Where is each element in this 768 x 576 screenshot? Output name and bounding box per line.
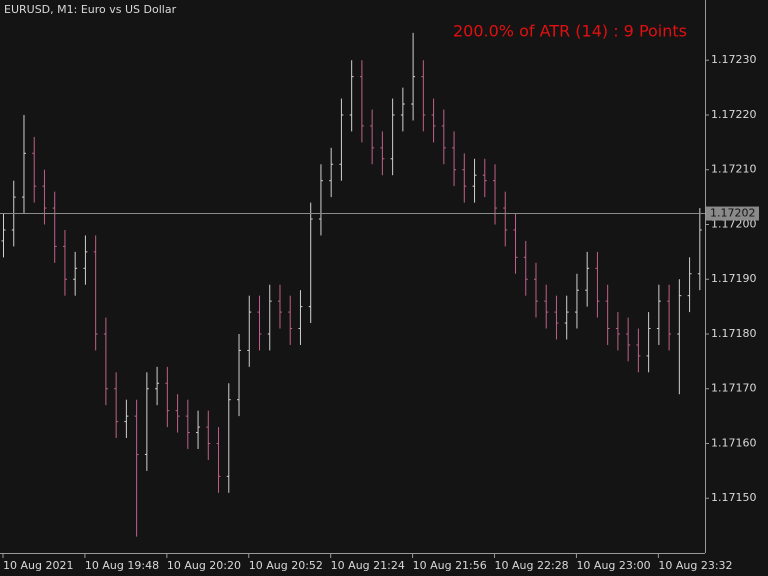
- y-tick-label: 1.17220: [711, 108, 757, 121]
- y-tick-label: 1.17210: [711, 163, 757, 176]
- y-tick-label: 1.17150: [711, 491, 757, 504]
- x-tick-label: 10 Aug 19:48: [85, 559, 159, 572]
- x-tick-label: 10 Aug 23:00: [576, 559, 650, 572]
- y-tick-label: 1.17160: [711, 436, 757, 449]
- current-price-box: [706, 206, 759, 221]
- x-tick-label: 10 Aug 20:20: [167, 559, 241, 572]
- y-tick-label: 1.17200: [711, 217, 757, 230]
- x-tick-label: 10 Aug 22:28: [495, 559, 569, 572]
- x-tick-label: 10 Aug 20:52: [249, 559, 323, 572]
- chart-title: EURUSD, M1: Euro vs US Dollar: [4, 3, 177, 16]
- x-tick-label: 10 Aug 2021: [3, 559, 73, 572]
- y-tick-label: 1.17170: [711, 382, 757, 395]
- x-tick-label: 10 Aug 21:56: [413, 559, 487, 572]
- current-price-label: 1.17202: [710, 207, 756, 220]
- atr-annotation: 200.0% of ATR (14) : 9 Points: [453, 22, 687, 41]
- y-tick-label: 1.17180: [711, 327, 757, 340]
- y-tick-label: 1.17230: [711, 53, 757, 66]
- y-tick-label: 1.17190: [711, 272, 757, 285]
- x-tick-label: 10 Aug 23:32: [658, 559, 732, 572]
- x-tick-label: 10 Aug 21:24: [331, 559, 405, 572]
